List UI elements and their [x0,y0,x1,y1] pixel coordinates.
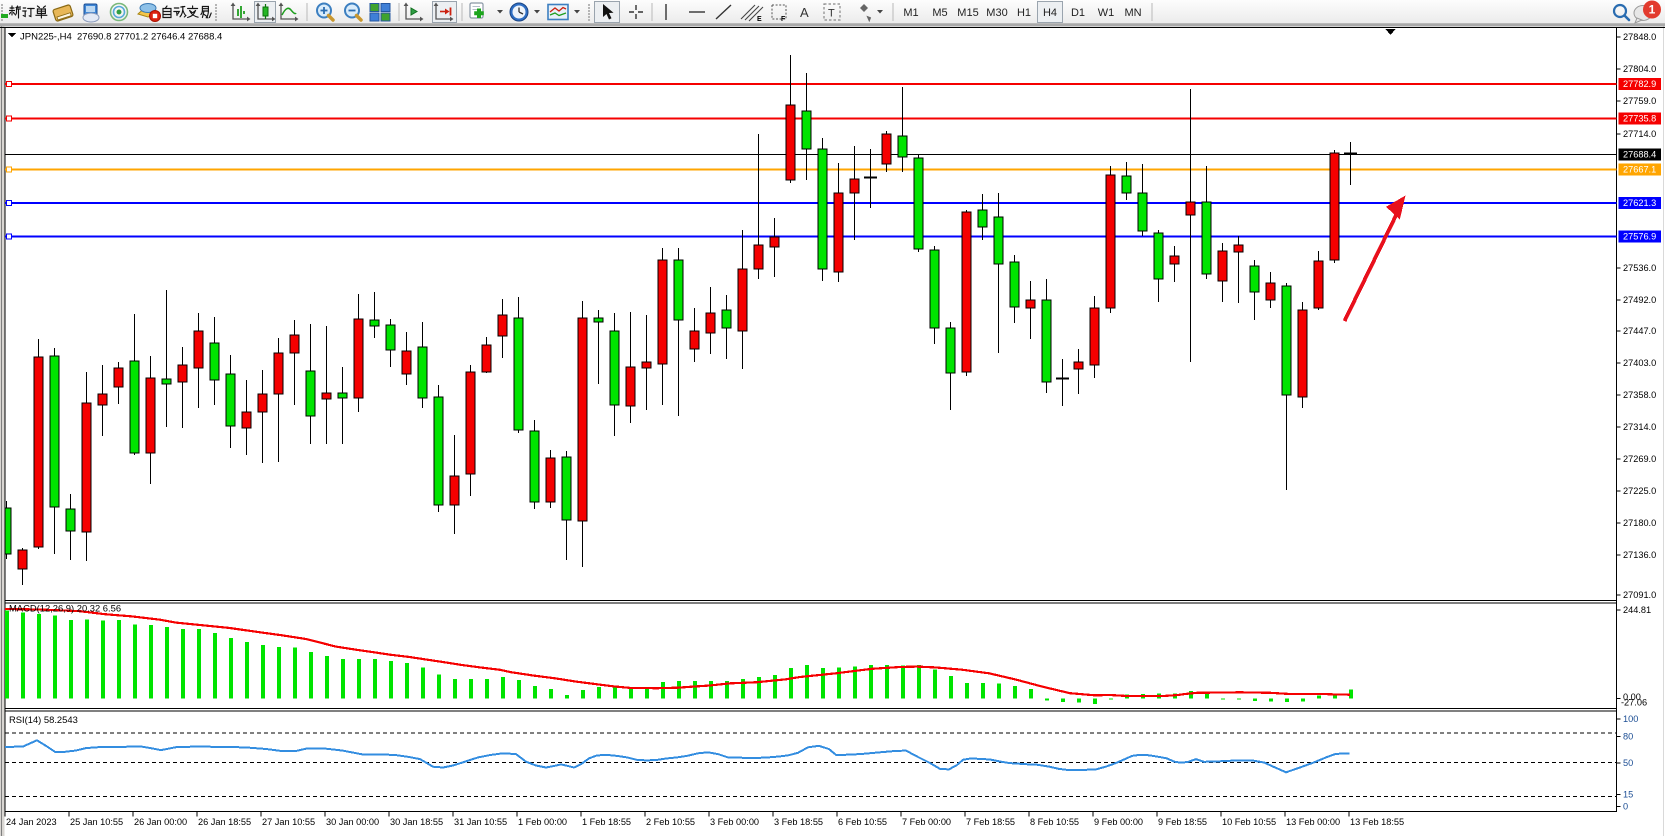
svg-text:T: T [828,8,835,20]
svg-text:1 Feb 00:00: 1 Feb 00:00 [518,817,567,827]
svg-text:25 Jan 10:55: 25 Jan 10:55 [70,817,123,827]
svg-text:100: 100 [1623,714,1638,724]
svg-text:27269.0: 27269.0 [1623,454,1656,464]
svg-text:1 Feb 18:55: 1 Feb 18:55 [582,817,631,827]
svg-text:27358.0: 27358.0 [1623,390,1656,400]
svg-text:6 Feb 10:55: 6 Feb 10:55 [838,817,887,827]
svg-text:8 Feb 10:55: 8 Feb 10:55 [1030,817,1079,827]
svg-text:27667.1: 27667.1 [1623,165,1656,175]
svg-text:27225.0: 27225.0 [1623,486,1656,496]
svg-text:27735.8: 27735.8 [1623,114,1656,124]
svg-text:27576.9: 27576.9 [1623,232,1656,242]
svg-text:50: 50 [1623,758,1633,768]
svg-text:27759.0: 27759.0 [1623,96,1656,106]
svg-text:M1: M1 [903,7,918,19]
svg-text:27403.0: 27403.0 [1623,358,1656,368]
svg-text:-27.06: -27.06 [1621,698,1647,708]
svg-text:0.00: 0.00 [1623,692,1641,702]
svg-text:27136.0: 27136.0 [1623,550,1656,560]
svg-text:27804.0: 27804.0 [1623,64,1656,74]
svg-text:31 Jan 10:55: 31 Jan 10:55 [454,817,507,827]
svg-text:3 Feb 18:55: 3 Feb 18:55 [774,817,823,827]
svg-text:30 Jan 18:55: 30 Jan 18:55 [390,817,443,827]
svg-text:80: 80 [1623,732,1633,742]
svg-text:M30: M30 [986,7,1007,19]
svg-text:7 Feb 18:55: 7 Feb 18:55 [966,817,1015,827]
svg-text:RSI(14) 58.2543: RSI(14) 58.2543 [9,714,78,725]
svg-text:27 Jan 10:55: 27 Jan 10:55 [262,817,315,827]
svg-text:27536.0: 27536.0 [1623,263,1656,273]
svg-text:H4: H4 [1043,7,1057,19]
svg-text:M5: M5 [932,7,947,19]
svg-text:26 Jan 00:00: 26 Jan 00:00 [134,817,187,827]
svg-text:3 Feb 00:00: 3 Feb 00:00 [710,817,759,827]
svg-text:D1: D1 [1071,7,1085,19]
svg-text:7 Feb 00:00: 7 Feb 00:00 [902,817,951,827]
svg-text:JPN225-,H4 27690.8 27701.2 27: JPN225-,H4 27690.8 27701.2 27646.4 27688… [20,32,222,43]
svg-text:E: E [757,16,762,23]
svg-text:27782.9: 27782.9 [1623,79,1656,89]
svg-text:2 Feb 10:55: 2 Feb 10:55 [646,817,695,827]
svg-text:9 Feb 00:00: 9 Feb 00:00 [1094,817,1143,827]
svg-text:1: 1 [1649,3,1656,17]
svg-text:15: 15 [1623,790,1633,800]
svg-text:H1: H1 [1017,7,1031,19]
svg-text:9 Feb 18:55: 9 Feb 18:55 [1158,817,1207,827]
svg-text:MN: MN [1124,7,1141,19]
svg-text:F: F [781,16,786,23]
svg-text:M15: M15 [957,7,978,19]
svg-text:27492.0: 27492.0 [1623,295,1656,305]
svg-text:13 Feb 00:00: 13 Feb 00:00 [1286,817,1340,827]
svg-text:10 Feb 10:55: 10 Feb 10:55 [1222,817,1276,827]
svg-text:27714.0: 27714.0 [1623,129,1656,139]
svg-text:0: 0 [1623,802,1628,812]
svg-text:27447.0: 27447.0 [1623,326,1656,336]
svg-text:27848.0: 27848.0 [1623,32,1656,42]
svg-text:A: A [800,5,809,20]
svg-text:24 Jan 2023: 24 Jan 2023 [6,817,57,827]
svg-text:13 Feb 18:55: 13 Feb 18:55 [1350,817,1404,827]
svg-text:244.81: 244.81 [1623,605,1651,615]
svg-text:26 Jan 18:55: 26 Jan 18:55 [198,817,251,827]
svg-text:27621.3: 27621.3 [1623,198,1656,208]
svg-text:MACD(12,26,9) 20.32 6.56: MACD(12,26,9) 20.32 6.56 [9,603,121,614]
svg-text:W1: W1 [1098,7,1115,19]
svg-text:27180.0: 27180.0 [1623,518,1656,528]
svg-text:27091.0: 27091.0 [1623,590,1656,600]
svg-text:27314.0: 27314.0 [1623,422,1656,432]
svg-text:27688.4: 27688.4 [1623,150,1656,160]
svg-text:30 Jan 00:00: 30 Jan 00:00 [326,817,379,827]
